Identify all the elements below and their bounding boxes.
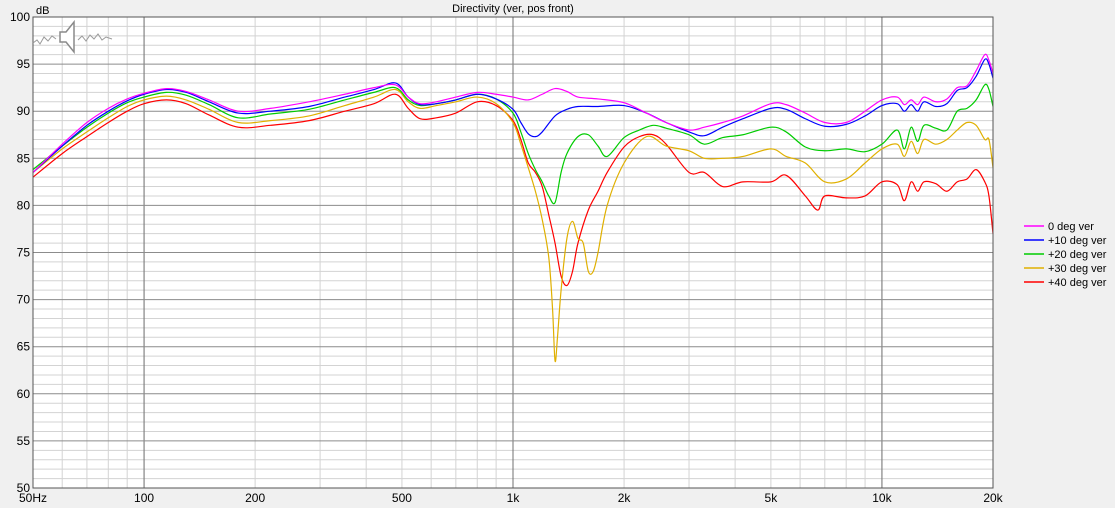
y-tick-label: 75 (17, 246, 31, 260)
x-tick-labels: 50Hz 100 200 500 1k 2k 5k 10k 20k (19, 491, 1004, 505)
speaker-logo (32, 19, 113, 55)
x-tick-label: 20k (983, 491, 1003, 505)
x-tick-label: 2k (618, 491, 632, 505)
series-line (32, 83, 994, 205)
y-tick-label: 55 (17, 434, 31, 448)
logo-waveform-right (77, 33, 113, 42)
series-layer (32, 53, 994, 363)
logo-waveform (32, 35, 57, 45)
x-tick-label: 50Hz (19, 491, 47, 505)
y-tick-label: 50 (17, 481, 31, 495)
legend-label: 0 deg ver (1048, 221, 1094, 233)
y-tick-label: 80 (17, 198, 31, 212)
x-tick-label: 10k (872, 491, 892, 505)
y-tick-label: 95 (17, 57, 31, 71)
y-tick-label: 85 (17, 151, 31, 165)
chart-title: Directivity (ver, pos front) (452, 3, 574, 15)
legend-label: +10 deg ver (1048, 235, 1107, 247)
legend-label: +30 deg ver (1048, 263, 1107, 275)
y-tick-label: 60 (17, 387, 31, 401)
legend-label: +20 deg ver (1048, 249, 1107, 261)
y-tick-label: 100 (10, 10, 30, 24)
x-tick-label: 1k (507, 491, 521, 505)
y-tick-label: 65 (17, 340, 31, 354)
y-tick-labels: 50 55 60 65 70 75 80 85 90 95 100 (10, 10, 30, 495)
plot-border (32, 16, 994, 489)
legend-label: +40 deg ver (1048, 277, 1107, 289)
series-line (32, 58, 994, 173)
legend: 0 deg ver +10 deg ver +20 deg ver +30 deg v… (1024, 221, 1107, 289)
y-tick-label: 90 (17, 104, 31, 118)
series-line (32, 53, 994, 173)
x-tick-label: 500 (392, 491, 412, 505)
x-tick-label: 200 (245, 491, 265, 505)
y-axis-unit-label: dB (36, 5, 49, 17)
x-tick-label: 100 (134, 491, 154, 505)
speaker-icon (59, 19, 75, 55)
y-tick-label: 70 (17, 293, 31, 307)
series-line (32, 88, 994, 363)
series-line (32, 93, 994, 287)
x-tick-label: 5k (765, 491, 779, 505)
